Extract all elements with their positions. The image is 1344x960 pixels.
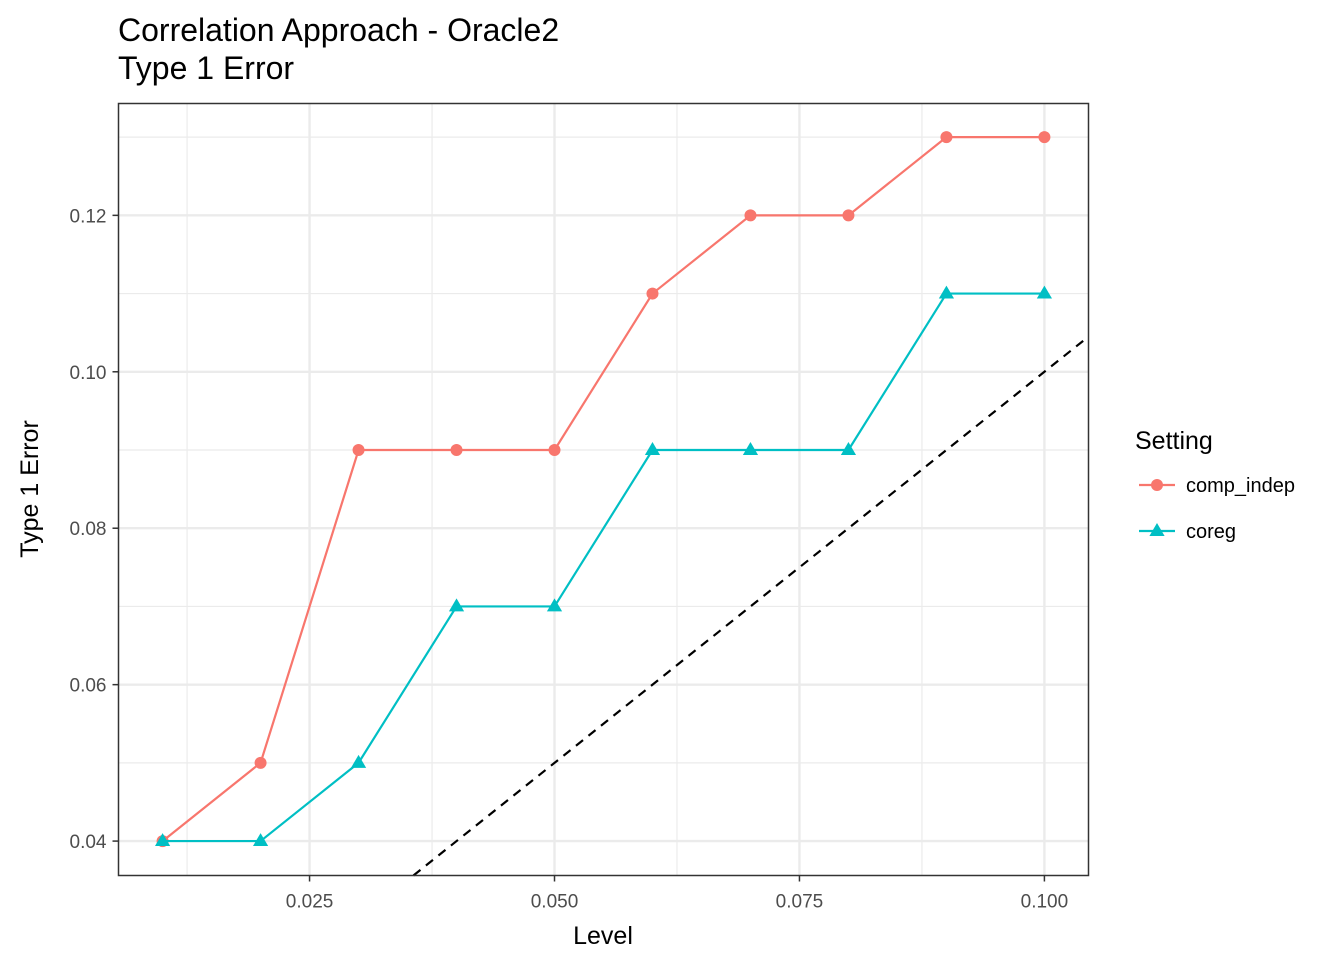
x-axis: 0.025 0.050 0.075 0.100 bbox=[286, 875, 1069, 913]
point-coreg bbox=[1036, 285, 1053, 299]
plot-panel-background bbox=[118, 103, 1089, 876]
y-axis: 0.04 0.06 0.08 0.10 0.12 bbox=[70, 206, 119, 853]
point-comp_indep bbox=[646, 287, 659, 300]
point-coreg bbox=[546, 598, 563, 612]
plot-panel-border bbox=[117, 102, 1090, 877]
legend-title: Setting bbox=[1135, 427, 1213, 455]
y-tick-label: 0.08 bbox=[70, 519, 107, 540]
point-comp_indep bbox=[744, 209, 757, 222]
chart-title: Correlation Approach - Oracle2 bbox=[118, 12, 559, 48]
x-tick-label: 0.075 bbox=[776, 892, 824, 913]
point-coreg bbox=[742, 442, 759, 455]
x-tick-label: 0.050 bbox=[531, 892, 579, 913]
point-comp_indep bbox=[548, 444, 561, 457]
point-coreg bbox=[154, 833, 171, 847]
y-tick-label: 0.12 bbox=[70, 206, 107, 227]
point-comp_indep bbox=[352, 444, 365, 457]
point-comp_indep bbox=[254, 756, 267, 769]
legend-label-comp_indep: comp_indep bbox=[1186, 475, 1295, 497]
x-axis-title: Level bbox=[573, 922, 633, 950]
point-coreg bbox=[252, 833, 269, 847]
grid-lines bbox=[118, 103, 1089, 876]
point-coreg bbox=[840, 442, 857, 455]
series-line-comp_indep bbox=[161, 136, 1045, 842]
point-coreg bbox=[938, 285, 955, 299]
series-line-coreg bbox=[162, 292, 1045, 843]
point-coreg bbox=[448, 598, 465, 612]
point-coreg bbox=[350, 754, 367, 768]
point-coreg bbox=[644, 442, 661, 455]
legend-key-marker-comp_indep bbox=[1151, 479, 1163, 491]
y-tick-label: 0.10 bbox=[70, 363, 107, 384]
x-tick-label: 0.100 bbox=[1021, 892, 1069, 913]
y-axis-title: Type 1 Error bbox=[16, 420, 44, 558]
point-comp_indep bbox=[842, 209, 855, 222]
y-tick-label: 0.04 bbox=[70, 832, 107, 853]
legend-label-coreg: coreg bbox=[1186, 521, 1236, 543]
point-comp_indep bbox=[940, 131, 953, 144]
point-comp_indep bbox=[1038, 131, 1051, 144]
point-comp_indep bbox=[450, 444, 463, 457]
series-group bbox=[154, 131, 1053, 848]
legend-key-marker-coreg bbox=[1149, 523, 1165, 536]
y-tick-label: 0.06 bbox=[70, 676, 107, 697]
chart-subtitle: Type 1 Error bbox=[118, 50, 294, 86]
x-tick-label: 0.025 bbox=[286, 892, 334, 913]
